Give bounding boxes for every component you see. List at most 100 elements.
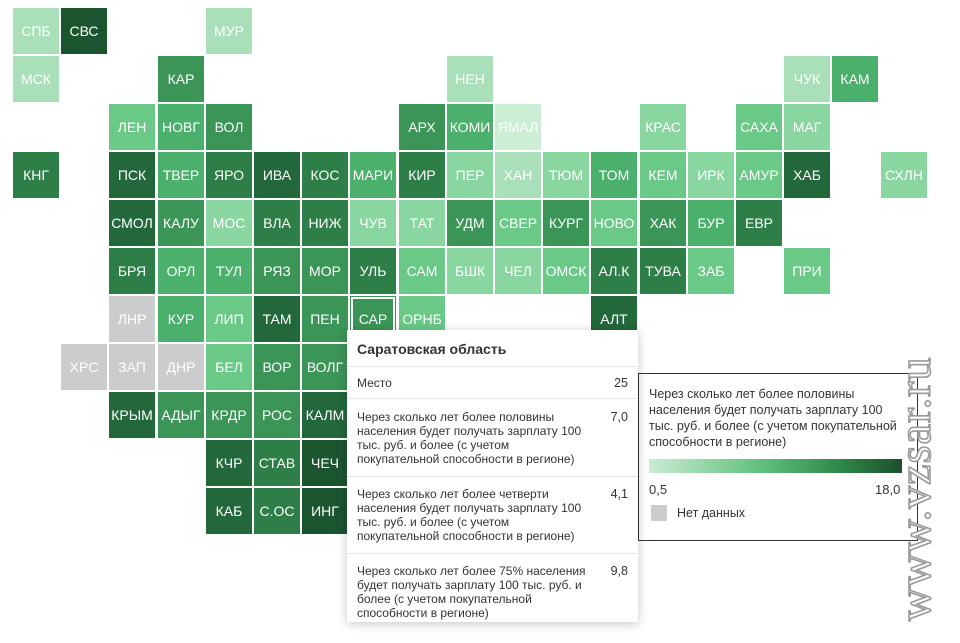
- region-tile[interactable]: АДЫГ: [158, 392, 204, 438]
- region-tile[interactable]: С.ОС: [254, 488, 300, 534]
- region-tile[interactable]: НИЖ: [302, 200, 348, 246]
- region-tile[interactable]: ДНР: [158, 344, 204, 390]
- region-tile[interactable]: ТАТ: [399, 200, 445, 246]
- region-tile[interactable]: ЧУВ: [350, 200, 396, 246]
- region-tile[interactable]: СТАВ: [254, 440, 300, 486]
- region-tile[interactable]: ОРЛ: [158, 248, 204, 294]
- region-tile[interactable]: КУР: [158, 296, 204, 342]
- tooltip-divider: [347, 366, 638, 367]
- tooltip-divider: [347, 476, 638, 477]
- region-tile[interactable]: ОМСК: [543, 248, 589, 294]
- region-tile[interactable]: КРЫМ: [109, 392, 155, 438]
- legend-color-scale: [649, 459, 902, 473]
- region-tile[interactable]: ЛНР: [109, 296, 155, 342]
- region-tile[interactable]: АРХ: [399, 104, 445, 150]
- tooltip-row-label: Место: [357, 376, 392, 390]
- tooltip-divider: [347, 553, 638, 554]
- region-tile[interactable]: КОС: [302, 152, 348, 198]
- region-tile[interactable]: МАРИ: [350, 152, 396, 198]
- region-tile[interactable]: САМ: [399, 248, 445, 294]
- region-tile[interactable]: ПРИ: [784, 248, 830, 294]
- region-tile[interactable]: ЧЕЧ: [302, 440, 348, 486]
- region-tile[interactable]: МОС: [206, 200, 252, 246]
- region-tile[interactable]: НОВО: [591, 200, 637, 246]
- region-tile[interactable]: ЧУК: [784, 56, 830, 102]
- region-tile[interactable]: ТАМ: [254, 296, 300, 342]
- region-tile[interactable]: РОС: [254, 392, 300, 438]
- region-tile[interactable]: ПСК: [109, 152, 155, 198]
- region-tile[interactable]: КАМ: [832, 56, 878, 102]
- region-tile[interactable]: ЕВР: [736, 200, 782, 246]
- region-tile[interactable]: ИРК: [688, 152, 734, 198]
- region-tile[interactable]: БРЯ: [109, 248, 155, 294]
- tooltip-title: Саратовская область: [357, 341, 507, 357]
- region-tile[interactable]: ИНГ: [302, 488, 348, 534]
- region-tile[interactable]: ИВА: [254, 152, 300, 198]
- region-tile[interactable]: БШК: [447, 248, 493, 294]
- region-tile[interactable]: БЕЛ: [206, 344, 252, 390]
- region-tile[interactable]: МАГ: [784, 104, 830, 150]
- region-tile[interactable]: КЧР: [206, 440, 252, 486]
- watermark-text: www.vzsar.ru: [889, 356, 940, 621]
- region-tile[interactable]: УДМ: [447, 200, 493, 246]
- region-tile[interactable]: ХАБ: [784, 152, 830, 198]
- region-tile[interactable]: КАР: [158, 56, 204, 102]
- region-tile[interactable]: ТЮМ: [543, 152, 589, 198]
- region-tile[interactable]: НОВГ: [158, 104, 204, 150]
- region-tile[interactable]: МУР: [206, 8, 252, 54]
- region-tile[interactable]: ХАН: [495, 152, 541, 198]
- region-tile[interactable]: КИР: [399, 152, 445, 198]
- region-tile[interactable]: РЯЗ: [254, 248, 300, 294]
- region-tile[interactable]: КРДР: [206, 392, 252, 438]
- tooltip-row-label: Через сколько лет более 75% населения бу…: [357, 564, 586, 620]
- region-tile[interactable]: КЕМ: [640, 152, 686, 198]
- region-tile[interactable]: ВЛА: [254, 200, 300, 246]
- region-tile[interactable]: СМОЛ: [109, 200, 155, 246]
- region-tile[interactable]: ЯРО: [206, 152, 252, 198]
- region-tile[interactable]: САХА: [736, 104, 782, 150]
- region-tile[interactable]: СХЛН: [881, 152, 927, 198]
- region-tile[interactable]: КУРГ: [543, 200, 589, 246]
- region-tile[interactable]: СВЕР: [495, 200, 541, 246]
- region-tile[interactable]: ХАК: [640, 200, 686, 246]
- legend-max-value: 18,0: [875, 482, 901, 497]
- region-tile[interactable]: КНГ: [13, 152, 59, 198]
- region-tile[interactable]: КОМИ: [447, 104, 493, 150]
- region-tile[interactable]: ЛИП: [206, 296, 252, 342]
- region-tile[interactable]: НЕН: [447, 56, 493, 102]
- tooltip-row-label: Через сколько лет более четверти населен…: [357, 487, 582, 543]
- legend-title: Через сколько лет более половины населен…: [649, 387, 897, 449]
- region-tile[interactable]: КРАС: [640, 104, 686, 150]
- region-tile[interactable]: ХРС: [61, 344, 107, 390]
- region-tile[interactable]: ТУВА: [640, 248, 686, 294]
- region-tile[interactable]: ТОМ: [591, 152, 637, 198]
- region-tile[interactable]: АЛ.К: [591, 248, 637, 294]
- region-tile[interactable]: МСК: [13, 56, 59, 102]
- region-tile[interactable]: МОР: [302, 248, 348, 294]
- region-tile[interactable]: КАЛМ: [302, 392, 348, 438]
- region-tile[interactable]: ТВЕР: [158, 152, 204, 198]
- region-tile[interactable]: ТУЛ: [206, 248, 252, 294]
- region-tile[interactable]: ВОЛ: [206, 104, 252, 150]
- region-tile[interactable]: БУР: [688, 200, 734, 246]
- region-tile[interactable]: ВОР: [254, 344, 300, 390]
- region-tile[interactable]: КАБ: [206, 488, 252, 534]
- region-tile[interactable]: ЗАБ: [688, 248, 734, 294]
- region-tile[interactable]: ПЕР: [447, 152, 493, 198]
- region-tile[interactable]: СВС: [61, 8, 107, 54]
- region-tile[interactable]: ПЕН: [302, 296, 348, 342]
- region-tile[interactable]: СПБ: [13, 8, 59, 54]
- tooltip-row-value: 9,8: [610, 564, 628, 578]
- region-tile[interactable]: ЛЕН: [109, 104, 155, 150]
- tooltip-row-value: 25: [614, 376, 628, 390]
- region-tile[interactable]: ВОЛГ: [302, 344, 348, 390]
- tooltip-row-label: Через сколько лет более половины населен…: [357, 410, 582, 466]
- region-tile[interactable]: УЛЬ: [350, 248, 396, 294]
- region-tile[interactable]: КАЛУ: [158, 200, 204, 246]
- region-tile[interactable]: ЯМАЛ: [495, 104, 541, 150]
- region-tile[interactable]: АМУР: [736, 152, 782, 198]
- tooltip-row-value: 4,1: [610, 487, 628, 501]
- region-tile[interactable]: ЧЕЛ: [495, 248, 541, 294]
- region-tile[interactable]: ЗАП: [109, 344, 155, 390]
